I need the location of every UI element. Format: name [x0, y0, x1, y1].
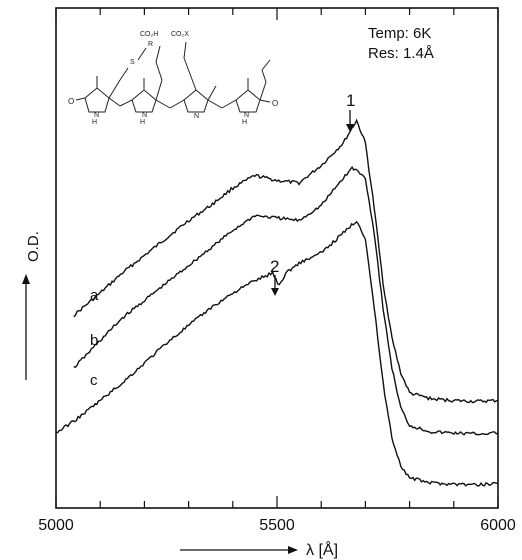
series-line-c [56, 220, 499, 487]
svg-text:H: H [92, 119, 97, 126]
marker-2-arrow-head [271, 288, 279, 296]
series-line-b [73, 165, 499, 436]
svg-text:O: O [68, 97, 74, 106]
svg-text:R: R [148, 41, 153, 48]
y-axis-label: O.D. [25, 231, 42, 262]
marker-1-label: 1 [346, 91, 355, 110]
x-tick-label-6000: 6000 [480, 517, 516, 534]
marker-1-arrow-head [346, 124, 354, 132]
svg-text:O: O [272, 99, 278, 108]
temp-annotation: Temp: 6K [368, 25, 431, 42]
y-axis-arrow-head [22, 274, 30, 284]
x-tick-label-5000: 5000 [38, 517, 74, 534]
marker-2-label: 2 [270, 257, 279, 276]
svg-text:N: N [142, 112, 147, 119]
series-label-c: c [90, 372, 98, 389]
svg-text:H: H [242, 119, 247, 126]
x-axis-label: λ [Å] [306, 540, 338, 559]
series-label-a: a [90, 287, 99, 304]
x-tick-label-5500: 5500 [259, 517, 295, 534]
svg-text:N: N [94, 112, 99, 119]
res-annotation: Res: 1.4Å [368, 45, 434, 62]
svg-text:N: N [194, 113, 199, 120]
svg-text:CO₂X: CO₂X [171, 31, 189, 38]
x-axis-arrow-head [288, 546, 298, 554]
series-label-b: b [90, 332, 98, 349]
chemical-structure-inset: O S R H N CO₂H N H CO₂X N [68, 31, 278, 126]
svg-text:N: N [244, 112, 249, 119]
svg-text:S: S [130, 59, 135, 66]
series-line-a [73, 118, 499, 404]
svg-text:CO₂H: CO₂H [140, 31, 158, 38]
svg-text:H: H [140, 119, 145, 126]
